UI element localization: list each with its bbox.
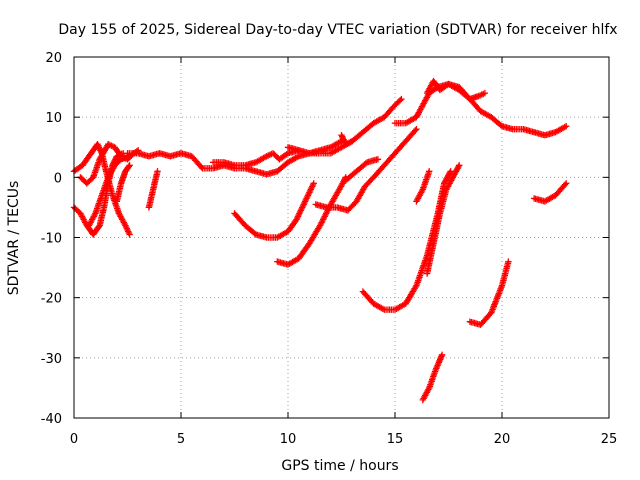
data-series-track-12 xyxy=(312,126,420,214)
chart-title: Day 155 of 2025, Sidereal Day-to-day VTE… xyxy=(58,22,617,38)
data-series-track-05 xyxy=(113,162,133,205)
axis-ticks: 0 5 10 15 20 25 -40 -30 -20 -10 0 10 20 xyxy=(41,51,618,447)
data-series-track-06 xyxy=(145,168,161,211)
y-tick-label: -40 xyxy=(41,412,62,427)
data-series-track-20 xyxy=(419,351,446,404)
y-tick-label: -10 xyxy=(41,232,62,247)
data-series-track-18 xyxy=(413,168,433,205)
grid-lines xyxy=(74,57,609,418)
y-tick-label: 20 xyxy=(45,51,62,66)
x-tick-label: 25 xyxy=(601,432,618,447)
x-tick-label: 10 xyxy=(280,432,297,447)
data-series-track-11 xyxy=(274,174,349,268)
data-series-track-16 xyxy=(423,77,489,103)
y-tick-label: 0 xyxy=(54,171,62,186)
data-series-track-13 xyxy=(342,156,382,184)
data-series-track-14 xyxy=(284,95,405,157)
data-series-track-19 xyxy=(423,162,463,277)
data-series xyxy=(70,77,570,404)
x-axis-title: GPS time / hours xyxy=(281,458,398,474)
y-tick-label: -30 xyxy=(41,352,62,367)
data-series-track-08 xyxy=(209,147,302,169)
data-series-track-04 xyxy=(85,153,133,229)
x-tick-label: 5 xyxy=(177,432,185,447)
x-tick-label: 15 xyxy=(387,432,404,447)
data-series-track-10 xyxy=(231,180,317,241)
y-tick-label: -20 xyxy=(41,292,62,307)
y-axis-title: SDTVAR / TECUs xyxy=(6,181,22,296)
y-tick-label: 10 xyxy=(45,111,62,126)
x-tick-label: 20 xyxy=(494,432,511,447)
data-series-track-21 xyxy=(466,258,512,328)
data-series-track-22 xyxy=(530,180,570,205)
x-tick-label: 0 xyxy=(70,432,78,447)
data-series-track-17 xyxy=(359,168,454,313)
